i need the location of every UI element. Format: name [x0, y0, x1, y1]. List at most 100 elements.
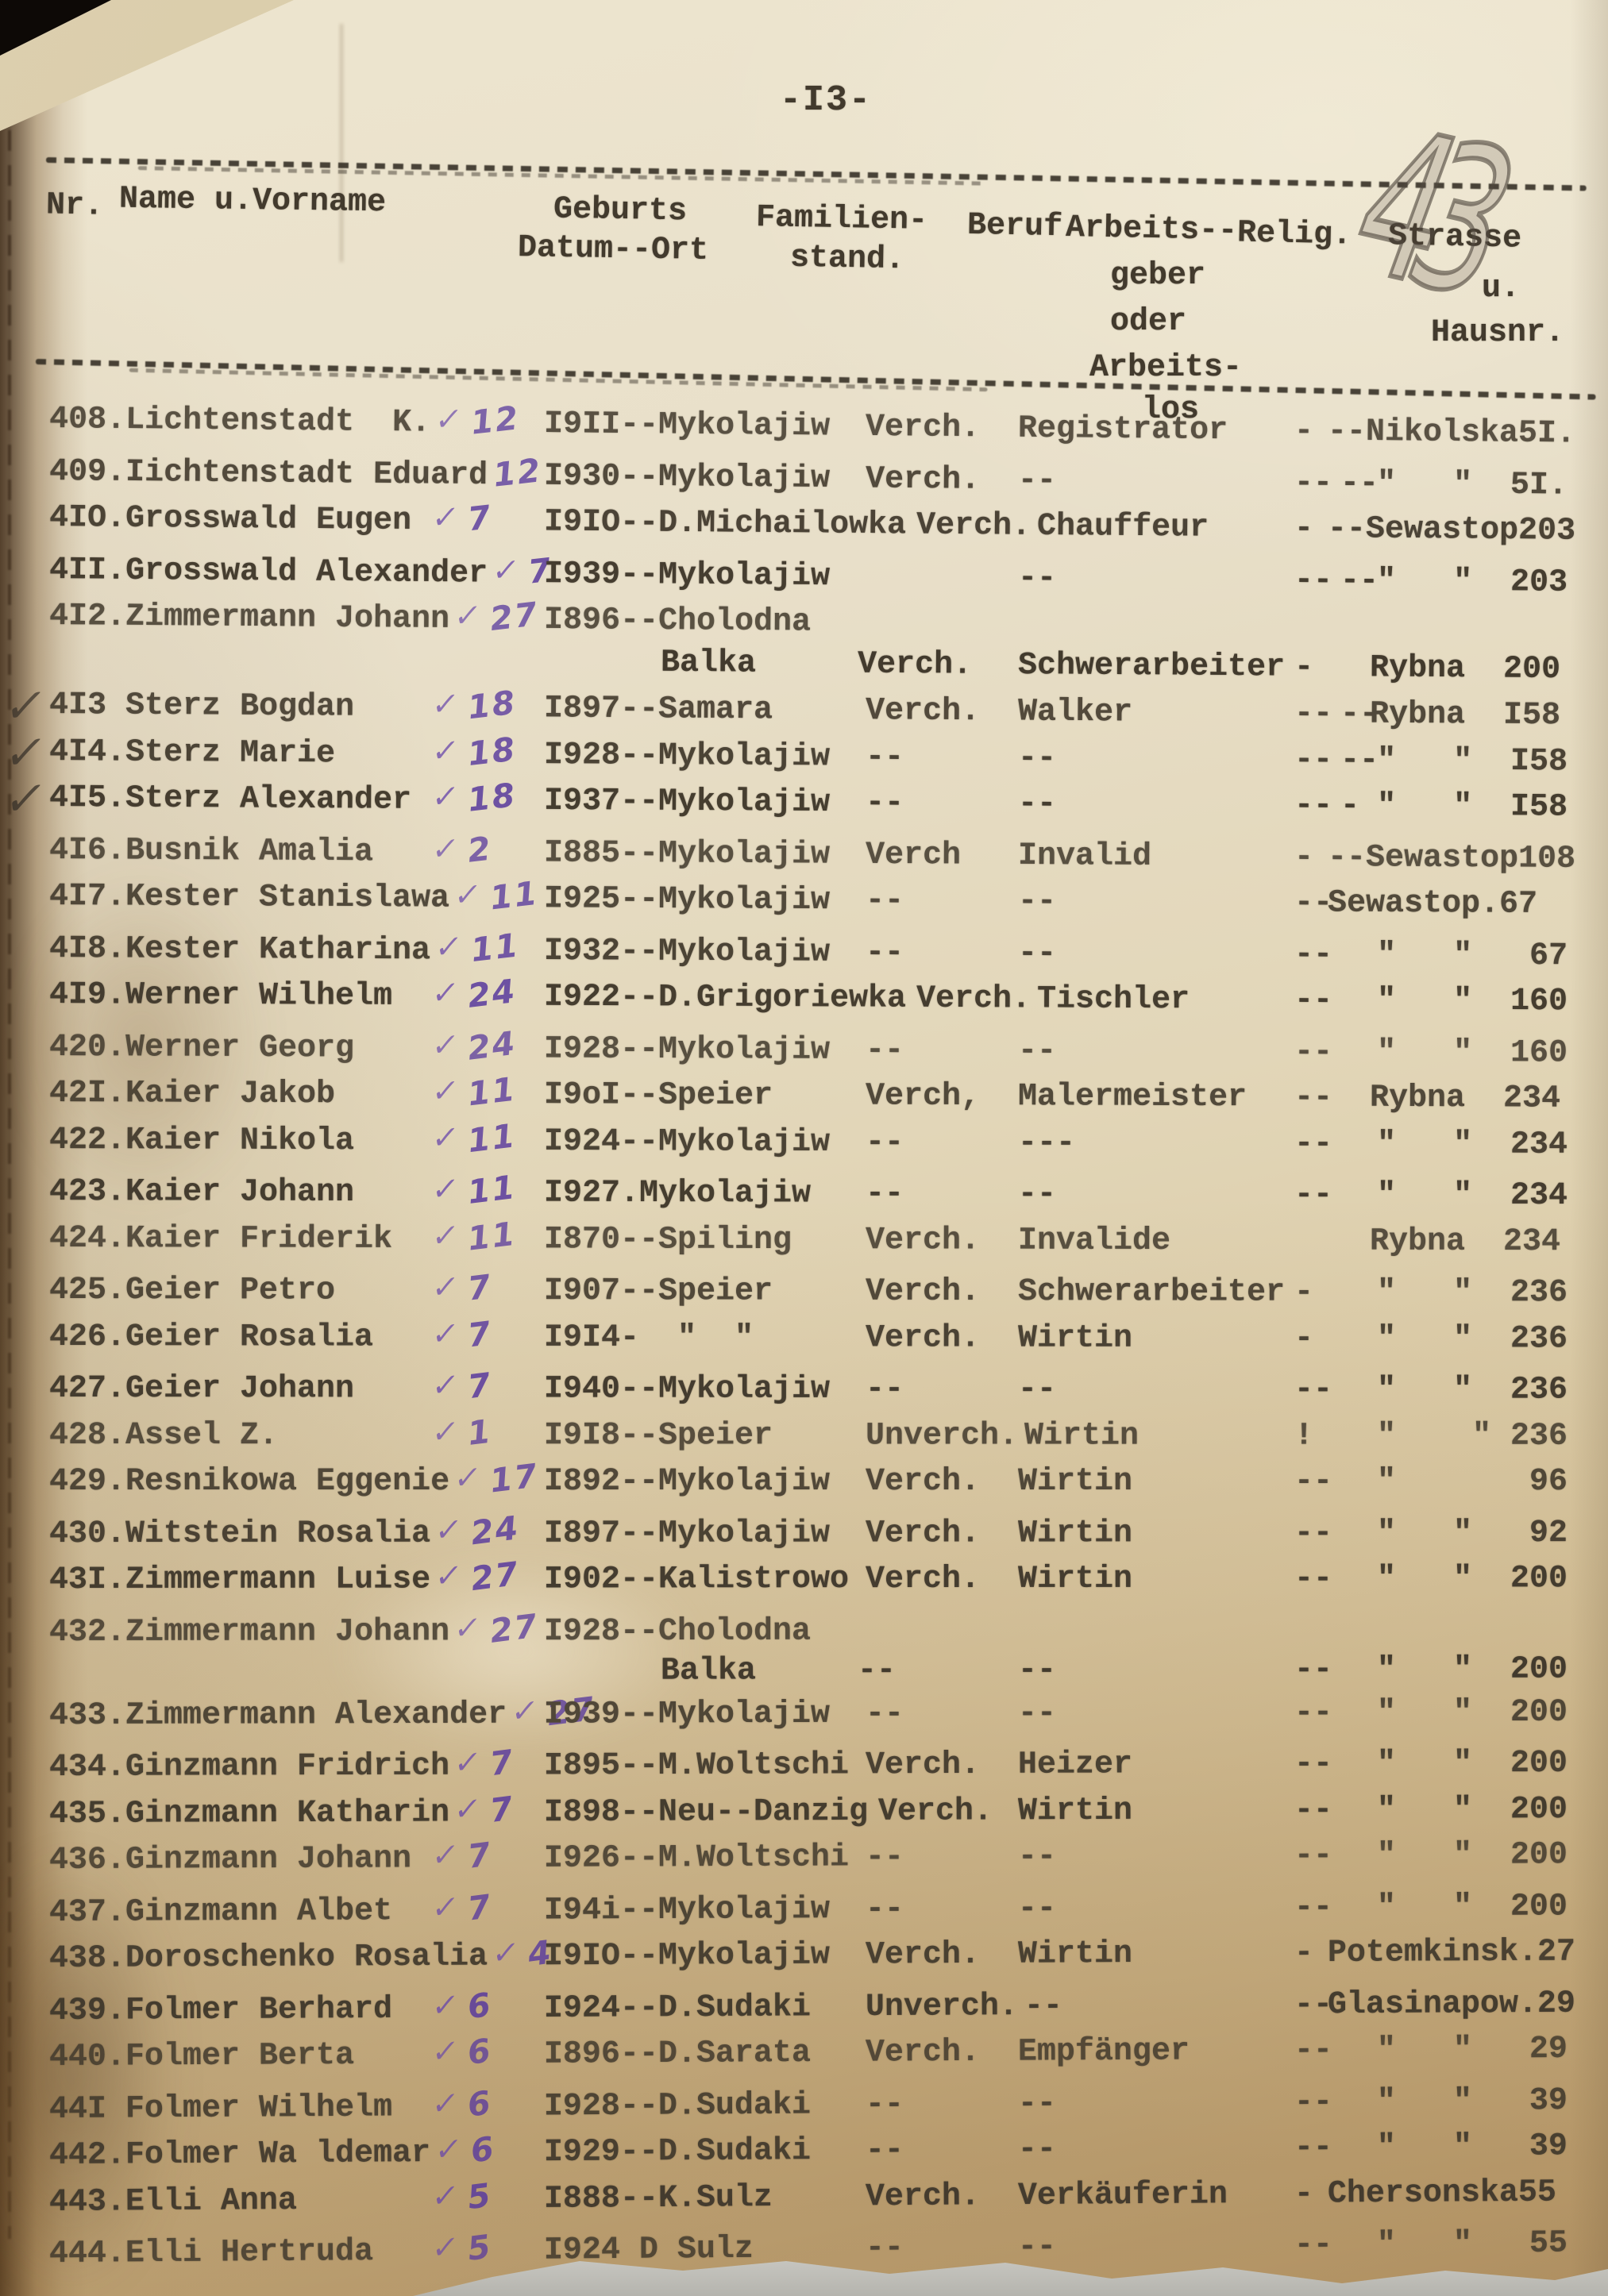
page-number: -I3-: [780, 80, 873, 121]
table-row: 429.Resnikowa Eggenie ✓ 17 I892--Mykolajiw V…: [0, 1456, 1608, 1509]
cell-birth: I925--Mykolajiw: [543, 881, 831, 919]
cell-familienstand: Verch.: [916, 507, 1032, 545]
cell-beruf: --: [1017, 786, 1057, 822]
cell-beruf: --: [1017, 1372, 1057, 1408]
spine-crease-line: [8, 95, 11, 2239]
handwritten-number: 6: [465, 2031, 495, 2072]
table-row: 424.Kaier Friderik ✓ 11 I870--Spiling Verch.…: [0, 1215, 1608, 1269]
cell-arbeitsgeber: --: [1294, 885, 1333, 922]
cell-arbeitsgeber: -: [1294, 2176, 1314, 2213]
cell-beruf: Tischler: [1036, 981, 1190, 1019]
cell-name: 44I Folmer Wilhelm: [48, 2090, 393, 2128]
cell-birth: I897--Samara: [543, 691, 773, 729]
table-row: 4I7.Kester Stanislawa ✓ 11 I925--Mykolajiw -…: [0, 874, 1608, 933]
checkmark: ✓: [430, 731, 461, 769]
handwritten-number: 11: [465, 1167, 519, 1212]
cell-beruf: Walker: [1017, 694, 1133, 731]
checkmark: ✓: [430, 2228, 461, 2267]
table-row: 436.Ginzmann Johann ✓ 7 I926--M.Woltschi -- -…: [0, 1835, 1608, 1888]
handwritten-number: 7: [488, 1789, 517, 1830]
col-header-hausnr: Hausnr.: [1431, 315, 1565, 351]
cell-arbeitsgeber: -: [1294, 414, 1314, 450]
cell-strasse-hausnr: " " 200: [1376, 1837, 1568, 1874]
table-row: 433.Zimmermann Alexander ✓ 27 I939--Mykolaj…: [0, 1689, 1608, 1743]
cell-strasse-hausnr: " " 234: [1376, 1177, 1568, 1215]
cell-birth: I895--M.Woltschi: [543, 1747, 850, 1785]
table-row: 44I Folmer Wilhelm ✓ 6 I928--D.Sudaki -- -- --…: [0, 2083, 1608, 2137]
cell-strasse-hausnr: " " 200: [1376, 1651, 1568, 1689]
cell-strasse-hausnr: Sewastop.67: [1327, 885, 1538, 923]
cell-name: 4I5.Sterz Alexander: [48, 780, 412, 819]
cell-beruf: --: [1017, 2132, 1057, 2168]
cell-familienstand: Verch.: [877, 1793, 993, 1830]
cell-strasse-hausnr: " 96: [1377, 1464, 1568, 1500]
handwritten-number: 6: [465, 1985, 495, 2027]
cell-beruf: Invalid: [1017, 838, 1152, 875]
table-row: 43I.Zimmermann Luise ✓ 27 I902--Kalistrowo V…: [0, 1554, 1608, 1608]
table-row: 427.Geier Johann ✓ 7 I940--Mykolajiw -- -- -- "…: [0, 1366, 1608, 1418]
cell-arbeitsgeber: -: [1294, 1936, 1314, 1972]
handwritten-number: 2: [465, 829, 495, 870]
cell-name: 430.Witstein Rosalia: [48, 1516, 431, 1552]
cell-arbeitsgeber: --: [1294, 1695, 1333, 1732]
cell-strasse-hausnr: Rybna 234: [1369, 1080, 1561, 1117]
cell-arbeitsgeber: --: [1294, 1516, 1333, 1552]
checkmark: ✓: [433, 1556, 465, 1595]
checkmark: ✓: [430, 973, 461, 1011]
cell-name: 443.Elli Anna: [48, 2182, 298, 2221]
handwritten-number: 11: [465, 1116, 519, 1161]
handwritten-number: 6: [465, 2083, 495, 2125]
cell-beruf: Wirtin: [1017, 1936, 1133, 1973]
cell-beruf: Wirtin: [1017, 1793, 1133, 1830]
cell-name: 43I.Zimmermann Luise: [48, 1562, 431, 1598]
table-row: 420.Werner Georg ✓ 24 I928--Mykolajiw -- -- --…: [0, 1024, 1608, 1081]
cell-arbeitsgeber: --: [1294, 1838, 1333, 1874]
cell-relig: --: [1340, 742, 1379, 779]
table-row: 432.Zimmermann Johann ✓ 27 I928--Cholodna: [0, 1607, 1608, 1660]
cell-strasse-hausnr: " " 200: [1376, 1694, 1568, 1732]
cell-arbeitsgeber: --: [1294, 1561, 1333, 1597]
checkmark: ✓: [452, 596, 484, 634]
cell-arbeitsgeber: --: [1294, 695, 1333, 733]
cell-familienstand: Verch.: [857, 646, 973, 684]
cell-beruf: --: [1017, 463, 1057, 499]
col-header-geber: geber: [1110, 258, 1206, 294]
cell-birth: I939--Mykolajiw: [543, 1696, 831, 1733]
cell-birth: I927.Mykolajiw: [543, 1175, 812, 1212]
handwritten-number: 11: [488, 873, 541, 918]
cell-name: 4I7.Kester Stanislawa: [48, 879, 450, 917]
cell-relig: --: [1340, 563, 1379, 599]
cell-birth: I924--D.Sudaki: [543, 1990, 812, 2027]
handwritten-number: 12: [469, 399, 522, 442]
cell-birth: I896--Cholodna: [543, 602, 812, 641]
cell-strasse-hausnr: " " 92: [1376, 1516, 1568, 1552]
cell-familienstand: --: [865, 2086, 904, 2124]
cell-familienstand: Verch.: [865, 1561, 981, 1598]
handwritten-number: 7: [465, 498, 495, 539]
cell-birth: I924--Mykolajiw: [543, 1123, 831, 1161]
cell-strasse-hausnr: " " 29: [1376, 2031, 1568, 2069]
table-row: 435.Ginzmann Katharin ✓ 7 I898--Neu--Danzig…: [0, 1789, 1608, 1842]
cell-strasse-hausnr: " " 236: [1376, 1321, 1568, 1358]
handwritten-number: 24: [465, 972, 519, 1015]
cell-name: 409.Iichtenstadt Eduard: [48, 454, 488, 495]
cell-name: 442.Folmer Wa ldemar: [48, 2136, 431, 2174]
crease-highlight: [334, 1556, 699, 1747]
checkmark: ✓: [433, 927, 465, 965]
table-row: 4I9.Werner Wilhelm ✓ 24 I922--D.Grigoriewka…: [0, 972, 1608, 1030]
handwritten-number: 5: [465, 2227, 495, 2268]
cell-strasse-hausnr: " " 39: [1376, 2083, 1568, 2121]
cell-birth-place: Balka: [660, 645, 757, 682]
cell-familienstand: Verch.: [865, 1747, 981, 1784]
cell-beruf: --: [1017, 1177, 1057, 1213]
handwritten-number: 18: [465, 683, 519, 727]
cell-beruf: Invalide: [1017, 1223, 1171, 1260]
checkmark: ✓: [490, 551, 522, 589]
cell-strasse-hausnr: Rybna 234: [1369, 1223, 1561, 1261]
cell-beruf: Schwerarbeiter: [1017, 1274, 1286, 1311]
checkmark: ✓: [430, 1412, 461, 1450]
cell-beruf: Empfänger: [1017, 2033, 1190, 2071]
cell-beruf: Registrator: [1017, 410, 1228, 449]
cell-name: 434.Ginzmann Fridrich: [48, 1748, 450, 1786]
cell-name: 42I.Kaier Jakob: [48, 1076, 336, 1113]
